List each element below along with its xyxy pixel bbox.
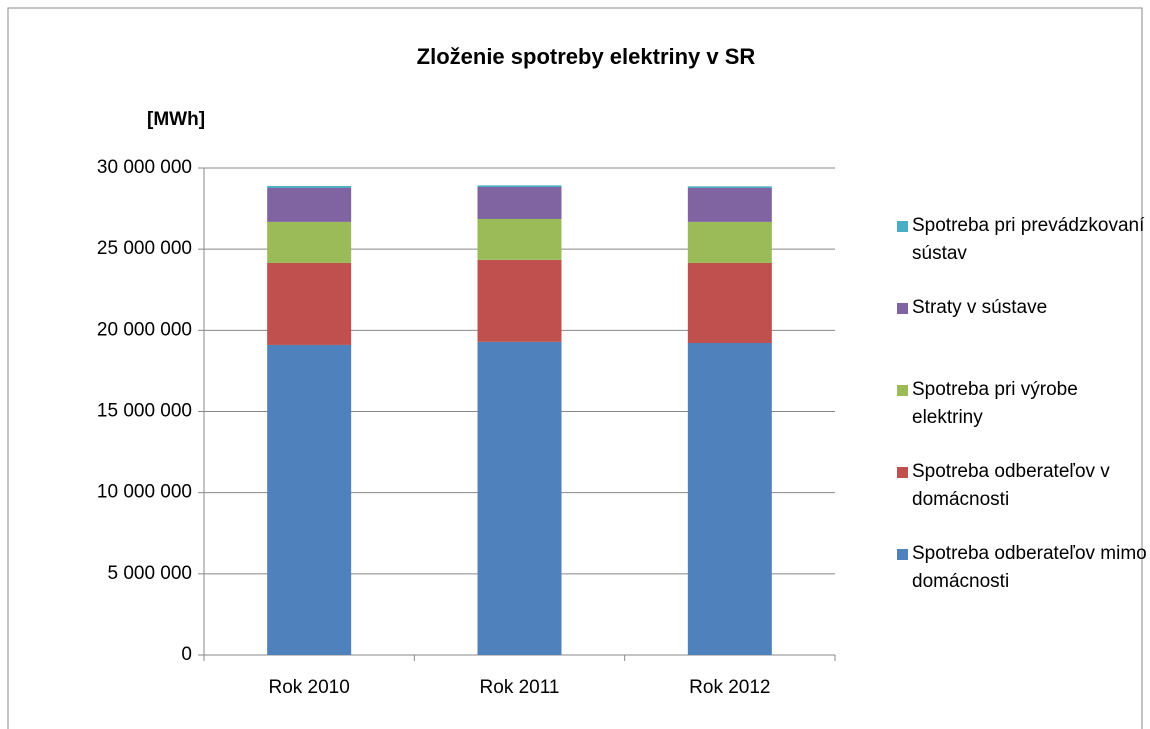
- legend-swatch: [897, 549, 908, 560]
- chart-frame: [7, 7, 1143, 729]
- bar-segment: [267, 187, 352, 222]
- bar-segment: [267, 186, 352, 188]
- bar-segment: [477, 259, 562, 342]
- bar-segment: [477, 186, 562, 219]
- bar-segment: [687, 187, 772, 222]
- x-tick-label: Rok 2010: [268, 677, 349, 698]
- y-tick-label: 20 000 000: [97, 319, 192, 340]
- legend-label: Spotreba pri prevádzkovaní sústav: [912, 215, 1145, 264]
- legend-swatch: [897, 303, 908, 314]
- y-tick-label: 15 000 000: [97, 401, 192, 422]
- bar-segment: [267, 262, 352, 345]
- y-tick-label: 10 000 000: [97, 482, 192, 503]
- bar-segment: [687, 221, 772, 263]
- chart-title: Zloženie spotreby elektriny v SR: [417, 44, 756, 69]
- legend-label: Straty v sústave: [912, 297, 1048, 318]
- bar-segment: [687, 186, 772, 188]
- y-tick-label: 30 000 000: [97, 157, 192, 178]
- legend-label: Spotreba odberateľov v domácnosti: [912, 461, 1110, 510]
- x-tick-label: Rok 2011: [480, 677, 560, 698]
- legend-swatch: [897, 385, 908, 396]
- legend-swatch: [897, 467, 908, 478]
- bar-segment: [267, 221, 352, 263]
- y-tick-label: 0: [181, 644, 192, 665]
- bar-segment: [267, 344, 352, 655]
- y-tick-label: 25 000 000: [97, 238, 192, 259]
- legend-label: Spotreba odberateľov mimo domácnosti: [912, 543, 1147, 592]
- legend-swatch: [897, 221, 908, 232]
- y-tick-label: 5 000 000: [107, 563, 192, 584]
- x-tick-label: Rok 2012: [689, 677, 770, 698]
- bar-segment: [687, 262, 772, 343]
- legend-label: Spotreba pri výrobe elektriny: [912, 379, 1078, 428]
- bar-segment: [477, 341, 562, 655]
- bar-segment: [477, 185, 562, 187]
- bar-segment: [687, 342, 772, 655]
- bar-segment: [477, 218, 562, 260]
- y-axis-label: [MWh]: [147, 109, 205, 130]
